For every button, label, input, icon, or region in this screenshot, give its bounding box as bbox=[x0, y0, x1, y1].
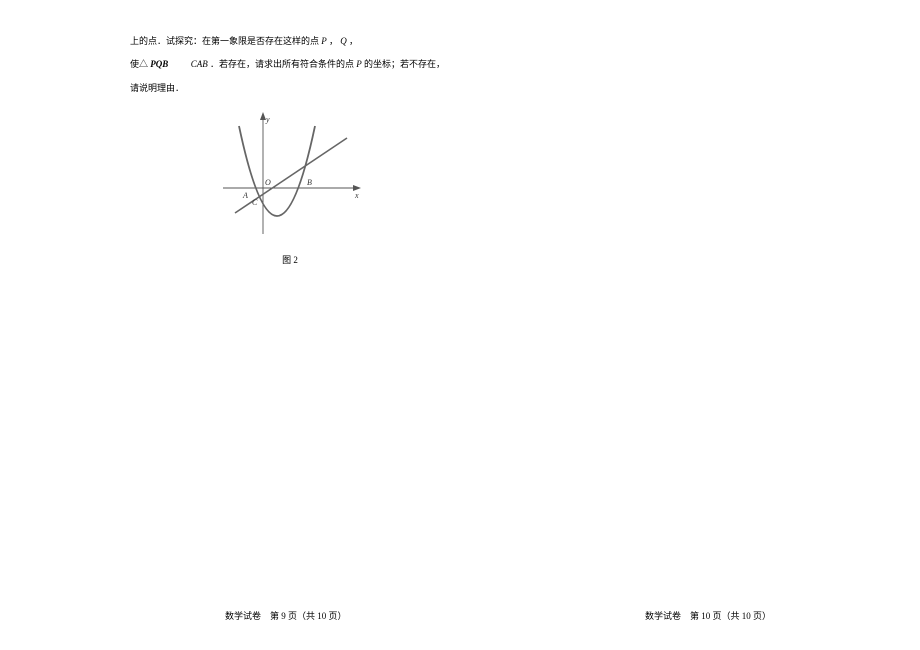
line-1: 上的点．试探究：在第一象限是否存在这样的点 P ， Q ， bbox=[130, 30, 480, 53]
var-q: Q bbox=[340, 36, 347, 46]
text: ， bbox=[329, 36, 338, 46]
label-A: A bbox=[242, 191, 248, 200]
footer-right: 数学试卷 第 10 页（共 10 页） bbox=[645, 609, 771, 622]
label-B: B bbox=[307, 178, 312, 187]
text: ．若存在，请求出所有符合条件的点 bbox=[210, 59, 354, 69]
label-y: y bbox=[265, 115, 270, 124]
label-C: C bbox=[252, 198, 258, 207]
parabola-graph: O y x A B C bbox=[215, 108, 365, 238]
footer-left: 数学试卷 第 9 页（共 10 页） bbox=[225, 609, 347, 622]
label-O: O bbox=[265, 178, 271, 187]
label-x: x bbox=[354, 191, 359, 200]
text: 上的点．试探究：在第一象限是否存在这样的点 bbox=[130, 36, 319, 46]
line-3: 请说明理由． bbox=[130, 77, 480, 100]
figure-block: O y x A B C 图 2 bbox=[190, 108, 390, 266]
text: 使△ bbox=[130, 59, 148, 69]
figure-caption: 图 2 bbox=[190, 253, 390, 266]
text: ， bbox=[349, 36, 358, 46]
line-2: 使△ PQB CAB ．若存在，请求出所有符合条件的点 P 的坐标；若不存在， bbox=[130, 53, 480, 76]
var-cab: CAB bbox=[191, 59, 208, 69]
page-body: 上的点．试探究：在第一象限是否存在这样的点 P ， Q ， 使△ PQB CAB… bbox=[130, 30, 480, 266]
blank bbox=[171, 59, 189, 69]
var-p: P bbox=[321, 36, 327, 46]
var-pqb: PQB bbox=[150, 59, 168, 69]
text: 的坐标；若不存在， bbox=[364, 59, 445, 69]
var-p2: P bbox=[356, 59, 362, 69]
